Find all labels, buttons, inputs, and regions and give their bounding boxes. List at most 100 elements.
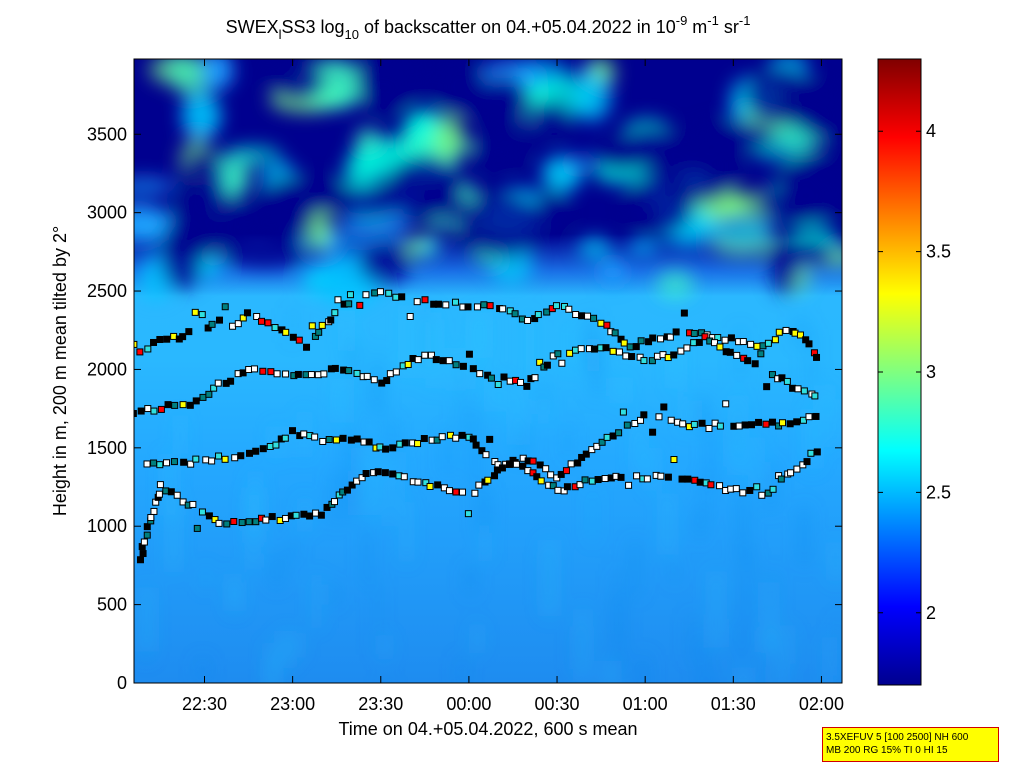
layer-marker [578, 312, 586, 320]
layer-marker [231, 454, 239, 462]
layer-marker [554, 350, 562, 358]
texture-streak [753, 437, 760, 489]
texture-streak [743, 548, 752, 619]
layer-marker [581, 476, 589, 484]
layer-marker [303, 343, 311, 351]
texture-blob-dark [331, 185, 403, 219]
layer-marker [332, 436, 340, 444]
layer-marker [186, 401, 194, 409]
layer-marker [732, 485, 740, 493]
layer-marker [680, 309, 688, 317]
layer-marker [198, 508, 206, 516]
layer-marker [482, 451, 490, 459]
layer-marker [615, 348, 623, 356]
layer-marker [464, 303, 472, 311]
layer-marker [143, 460, 151, 468]
texture-streak [269, 658, 276, 683]
layer-marker [404, 360, 412, 368]
layer-marker [452, 361, 460, 369]
layer-marker [755, 418, 763, 426]
layer-marker [562, 467, 570, 475]
texture-blob [578, 236, 612, 261]
chart-title: SWEXlSS3 log10 of backscatter on 04.+05.… [226, 13, 751, 42]
layer-marker [420, 435, 428, 443]
layer-marker [615, 429, 623, 437]
layer-marker [382, 445, 390, 453]
layer-marker [805, 340, 813, 348]
layer-marker [150, 407, 158, 415]
texture-streak [388, 418, 395, 462]
layer-marker [794, 385, 802, 393]
layer-marker [764, 489, 772, 497]
layer-marker [214, 379, 222, 387]
texture-streak [785, 657, 789, 683]
layer-marker [459, 362, 467, 370]
y-axis-ticks: 0 500 1000 1500 2000 2500 3000 3500 [87, 124, 842, 693]
layer-marker [421, 351, 429, 359]
colorbar-scale [877, 58, 922, 686]
y-axis-label: Height in m, 200 m mean tilted by 2° [50, 226, 70, 516]
colorbar: 2 2.5 3 3.5 4 [877, 58, 951, 686]
layer-marker [664, 473, 672, 481]
layer-marker [711, 339, 719, 347]
layer-marker [529, 457, 537, 465]
layer-marker [282, 514, 290, 522]
layer-marker [807, 449, 815, 457]
texture-streak [766, 582, 774, 654]
layer-marker [643, 475, 651, 483]
layer-marker [210, 384, 218, 392]
texture-streak [541, 382, 546, 416]
layer-marker [813, 353, 821, 361]
texture-streak [832, 542, 839, 581]
x-tick-label: 23:30 [358, 694, 403, 714]
layer-marker [259, 367, 267, 375]
layer-marker [262, 516, 270, 524]
layer-marker [696, 478, 704, 486]
layer-marker [179, 401, 187, 409]
layer-marker [505, 460, 513, 468]
x-tick-label: 01:00 [623, 694, 668, 714]
layer-marker [167, 488, 175, 496]
layer-marker [601, 475, 609, 483]
layer-marker [155, 490, 163, 498]
layer-marker [637, 337, 645, 345]
layer-marker [576, 481, 584, 489]
layer-marker [648, 357, 656, 365]
texture-blob [164, 59, 202, 84]
layer-marker [445, 357, 453, 365]
texture-streak [573, 626, 581, 670]
layer-marker [471, 489, 479, 497]
layer-marker [383, 377, 391, 385]
texture-streak [249, 494, 256, 570]
layer-marker [347, 436, 355, 444]
colorbar-tick-label: 3.5 [926, 242, 951, 262]
x-tick-label: 00:30 [535, 694, 580, 714]
layer-marker [523, 382, 531, 390]
layer-marker [690, 420, 698, 428]
plot-area: 22:30 23:00 23:30 00:00 00:30 01:00 01:30 02:00… [87, 58, 844, 714]
layer-marker [517, 378, 525, 386]
texture-streak [708, 423, 714, 487]
layer-marker [716, 343, 724, 351]
layer-marker [318, 321, 326, 329]
layer-marker [793, 465, 801, 473]
layer-marker [245, 518, 253, 526]
layer-marker [622, 352, 630, 360]
layer-marker [144, 405, 152, 413]
texture-streak [473, 311, 477, 390]
layer-marker [392, 368, 400, 376]
texture-streak [796, 316, 805, 345]
layer-marker [775, 328, 783, 336]
layer-marker [739, 338, 747, 346]
layer-marker [374, 468, 382, 476]
texture-blob-dark [662, 139, 739, 204]
texture-streak [351, 373, 355, 452]
layer-marker [670, 351, 678, 359]
texture-streak [383, 635, 389, 659]
texture-blob-dark [478, 77, 531, 127]
texture-streak [482, 524, 488, 562]
texture-streak [785, 625, 791, 664]
layer-marker [657, 335, 665, 343]
layer-marker [543, 361, 551, 369]
